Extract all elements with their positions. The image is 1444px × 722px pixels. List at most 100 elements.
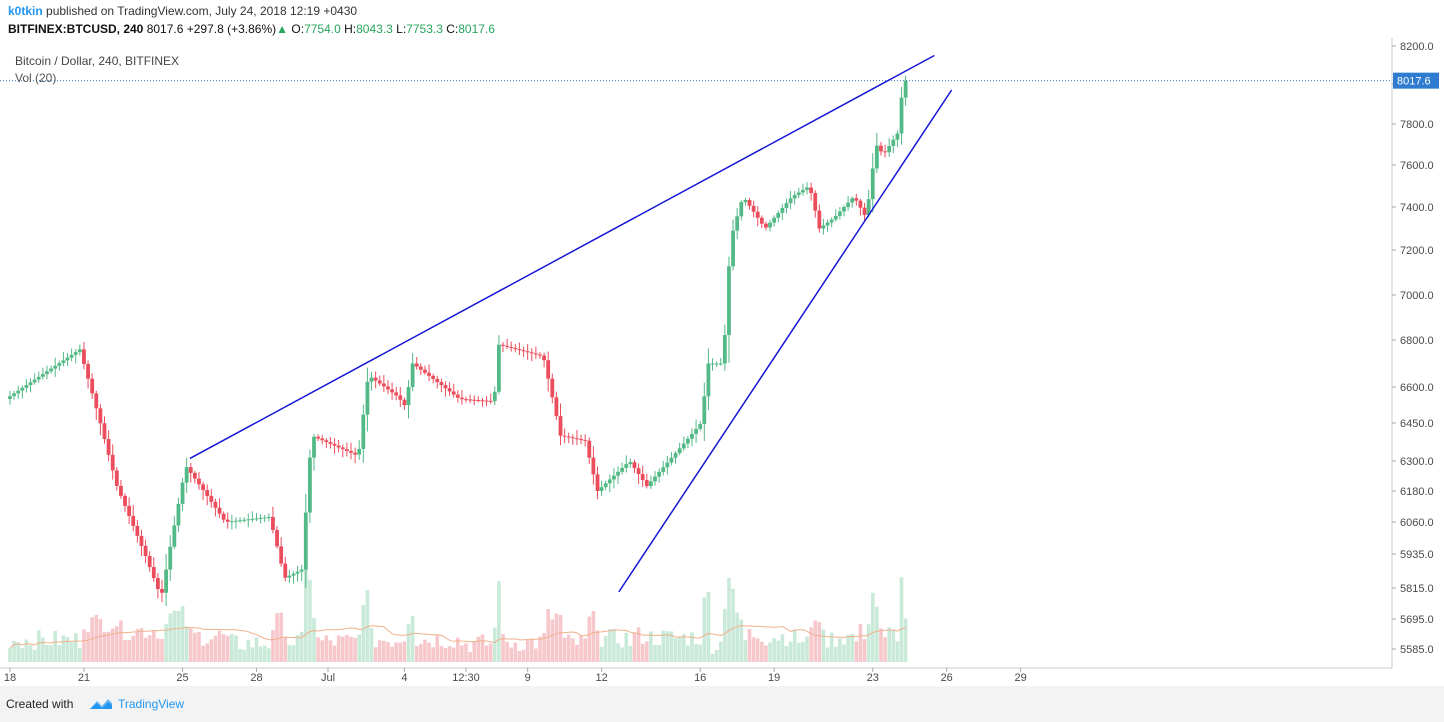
- volume-bar: [673, 638, 678, 662]
- candle-body: [566, 436, 571, 438]
- price-tick-label: 7000.0: [1400, 290, 1434, 302]
- candle-body: [123, 495, 127, 506]
- volume-bar: [612, 628, 616, 662]
- price-tick-label: 5815.0: [1400, 583, 1434, 595]
- volume-bar: [620, 647, 624, 662]
- candle-body: [887, 145, 892, 153]
- volume-bar: [895, 641, 900, 662]
- candle-body: [669, 457, 674, 463]
- candle-body: [114, 470, 119, 486]
- candle-body: [764, 223, 768, 228]
- candle-body: [455, 394, 460, 398]
- volume-bar: [90, 617, 94, 662]
- author-link[interactable]: k0tkin: [8, 4, 43, 18]
- volume-bar: [546, 609, 550, 662]
- volume-bar: [271, 630, 275, 662]
- volume-bar: [234, 635, 238, 662]
- candle-body: [727, 266, 731, 335]
- volume-bar: [743, 640, 748, 662]
- tradingview-brand-link[interactable]: TradingView: [118, 697, 185, 711]
- price-chart[interactable]: 5585.0 5695.0 5815.0 5935.0 6060.0 6180.0 6300…: [0, 0, 1444, 686]
- candle-body: [607, 479, 612, 484]
- volume-bar: [538, 636, 542, 662]
- candle-body: [768, 222, 772, 228]
- volume-bar: [669, 631, 674, 662]
- candle-body: [271, 516, 275, 530]
- volume-bar: [624, 632, 629, 662]
- candle-body: [377, 380, 382, 384]
- volume-bar: [180, 605, 185, 662]
- volume-bar: [135, 629, 140, 662]
- candle-body: [344, 449, 349, 451]
- volume-bar: [797, 642, 801, 662]
- trendline-upper[interactable]: [189, 54, 935, 460]
- volume-bar: [221, 634, 226, 662]
- volume-bar: [8, 648, 12, 662]
- volume-bar: [65, 637, 70, 662]
- volume-bar: [258, 646, 263, 662]
- created-with-text: Created with: [6, 697, 74, 711]
- candle-body: [24, 385, 29, 388]
- volume-bar: [131, 635, 136, 662]
- candle-body: [172, 525, 177, 547]
- candle-body: [866, 199, 871, 215]
- candle-body: [410, 363, 415, 387]
- volume-bar: [406, 624, 411, 662]
- volume-bar: [632, 632, 637, 662]
- volume-bar: [735, 612, 739, 662]
- candle-body: [694, 428, 698, 434]
- time-tick-label: 12:30: [452, 672, 480, 684]
- volume-bar: [94, 614, 99, 662]
- candle-body: [480, 400, 485, 402]
- candle-body: [201, 484, 205, 491]
- candle-body: [229, 521, 234, 523]
- volume-bar: [32, 649, 37, 662]
- volume-bar: [870, 592, 875, 662]
- candle-body: [599, 487, 604, 491]
- volume-bar: [382, 640, 386, 662]
- volume-bar: [480, 634, 485, 662]
- candle-body: [870, 168, 875, 200]
- tradingview-logo-icon[interactable]: [88, 695, 114, 713]
- candle-body: [57, 363, 62, 366]
- candle-body: [505, 345, 510, 347]
- candle-body: [73, 352, 78, 355]
- candle-body: [213, 501, 218, 508]
- volume-bar: [217, 630, 222, 662]
- candle-body: [895, 133, 900, 140]
- candle-body: [649, 481, 653, 486]
- candle-body: [653, 476, 657, 482]
- time-tick-label: 21: [78, 672, 90, 684]
- candle-body: [517, 349, 522, 351]
- candle-body: [570, 437, 575, 439]
- candle-body: [90, 378, 95, 394]
- high-label: H:: [344, 22, 357, 36]
- candle-body: [427, 372, 431, 376]
- candle-body: [324, 440, 329, 443]
- volume-bar: [723, 608, 727, 662]
- trendline-lower[interactable]: [618, 89, 953, 593]
- volume-bar: [365, 590, 370, 662]
- candle-body: [386, 386, 390, 390]
- candle-body: [529, 352, 534, 354]
- volume-bar: [36, 630, 41, 662]
- volume-bar: [838, 638, 842, 662]
- candle-body: [431, 375, 436, 379]
- candle-body: [332, 443, 337, 446]
- candle-body: [817, 210, 822, 229]
- candle-body: [628, 462, 633, 465]
- candle-body: [209, 495, 214, 502]
- volume-bar: [390, 646, 394, 662]
- volume-bar: [509, 647, 514, 662]
- candle-body: [813, 193, 818, 211]
- volume-bar: [106, 631, 111, 662]
- candle-body: [468, 399, 473, 401]
- volume-bar: [123, 640, 127, 662]
- candle-body: [759, 217, 764, 224]
- candle-body: [299, 569, 304, 572]
- candle-body: [739, 202, 744, 217]
- candle-body: [801, 190, 805, 193]
- volume-bar: [246, 639, 251, 662]
- volume-bar: [373, 647, 378, 662]
- volume-bar: [328, 640, 333, 662]
